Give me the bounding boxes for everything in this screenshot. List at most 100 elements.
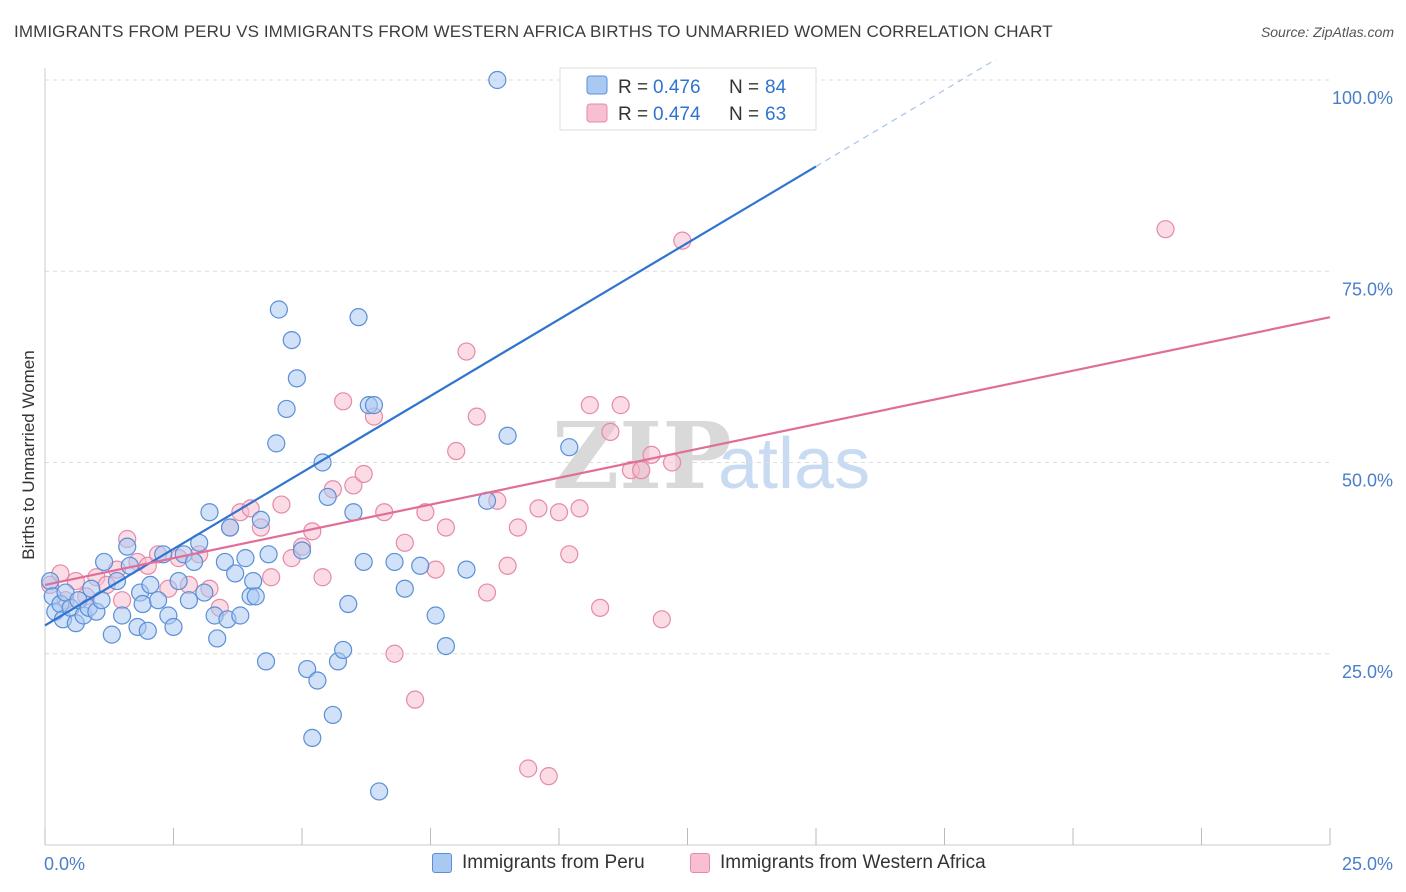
peru-point — [292, 541, 312, 560]
peru-trend-extension — [815, 58, 997, 167]
wa-point — [611, 396, 630, 415]
wa-point — [395, 533, 414, 552]
y-tick-label: 25.0% — [1342, 662, 1393, 682]
peru-point — [370, 782, 389, 801]
peru-point — [457, 560, 476, 579]
peru-point — [102, 625, 121, 644]
legend-n-label-peru: N = — [729, 77, 764, 98]
peru-point — [236, 549, 255, 568]
wa-point — [272, 495, 291, 514]
peru-point — [41, 571, 60, 591]
peru-point — [133, 594, 152, 614]
wa-point — [652, 610, 671, 629]
peru-point — [277, 399, 296, 419]
wa-point — [560, 545, 579, 564]
peru-point — [251, 510, 270, 529]
y-tick-label: 75.0% — [1342, 279, 1393, 299]
peru-point — [226, 564, 245, 583]
legend-n-label-wa: N = — [729, 104, 764, 125]
peru-point — [256, 652, 276, 671]
wa-point — [498, 556, 517, 575]
peru-point — [246, 587, 265, 606]
peru-point — [339, 594, 358, 614]
wa-point — [313, 568, 332, 587]
legend-item-wa: Immigrants from Western Africa — [690, 852, 986, 874]
wa-point — [570, 499, 589, 518]
peru-point — [334, 640, 353, 660]
legend-r-value-peru: 0.476 — [653, 77, 701, 98]
wa-point — [508, 518, 527, 537]
watermark-atlas: atlas — [718, 424, 870, 504]
legend-n-value-wa: 63 — [765, 104, 786, 125]
legend-swatch-peru — [586, 75, 608, 95]
watermark: ZIP atlas — [552, 402, 870, 510]
wa-point — [447, 441, 466, 461]
wa-point — [601, 422, 620, 441]
wa-point — [262, 568, 281, 587]
legend-r-label-peru: R = — [618, 77, 653, 98]
wa-point — [457, 342, 476, 361]
legend-bottom: Immigrants from Peru Immigrants from Wes… — [0, 852, 1406, 878]
peru-point — [560, 438, 579, 457]
legend-n-value-peru: 84 — [765, 77, 787, 98]
watermark-zip: ZIP — [552, 402, 731, 510]
wa-point — [344, 476, 363, 495]
peru-point — [287, 369, 306, 388]
axes — [44, 68, 1331, 846]
wa-point — [467, 407, 486, 426]
legend-r-label-wa: R = — [618, 104, 653, 125]
chart-title: IMMIGRANTS FROM PERU VS IMMIGRANTS FROM … — [14, 22, 1053, 41]
peru-point — [208, 629, 227, 648]
peru-point — [411, 556, 430, 575]
peru-point — [323, 705, 342, 725]
legend-top: R = 0.476 N = 84 R = 0.474 N = 63 — [559, 67, 817, 131]
peru-point — [303, 728, 322, 748]
y-axis-label: Births to Unmarried Women — [19, 350, 38, 559]
wa-point — [549, 503, 569, 522]
peru-point — [318, 487, 337, 507]
peru-point — [498, 426, 517, 445]
wa-point — [632, 461, 651, 480]
wa-point — [436, 518, 456, 537]
peru-point — [195, 583, 214, 602]
wa-point — [519, 759, 538, 778]
trend-lines — [44, 58, 1331, 627]
legend-swatch-peru-bottom — [432, 853, 452, 873]
source-label: Source: ZipAtlas.com — [1260, 24, 1394, 40]
peru-point — [395, 579, 414, 598]
wa-point — [529, 499, 548, 518]
peru-point — [344, 503, 363, 522]
peru-trend-line — [44, 165, 817, 627]
peru-point — [259, 545, 278, 564]
x-tick-label: 0.0% — [44, 854, 85, 874]
y-tick-label: 50.0% — [1342, 471, 1393, 491]
series-western-africa-points — [41, 220, 1175, 786]
peru-point — [179, 591, 199, 610]
peru-point — [488, 70, 507, 90]
peru-point — [112, 606, 132, 625]
peru-point — [244, 571, 263, 591]
peru-point — [349, 308, 368, 327]
peru-point — [138, 621, 157, 640]
wa-point — [1156, 220, 1175, 239]
peru-point — [364, 396, 384, 415]
legend-r-value-wa: 0.474 — [653, 104, 701, 125]
legend-swatch-wa — [586, 103, 608, 123]
peru-point — [200, 503, 219, 522]
peru-point — [169, 571, 188, 591]
wa-point — [580, 396, 599, 415]
peru-point — [95, 552, 114, 572]
wa-point — [539, 767, 558, 786]
legend-label-peru: Immigrants from Peru — [462, 852, 645, 873]
wa-point — [354, 464, 373, 484]
wa-point — [477, 583, 497, 602]
peru-point — [298, 659, 317, 679]
wa-point — [591, 598, 610, 617]
peru-point — [426, 606, 445, 625]
wa-point — [385, 644, 404, 663]
legend-swatch-wa-bottom — [690, 853, 710, 873]
peru-point — [308, 671, 327, 690]
legend-label-wa: Immigrants from Western Africa — [720, 852, 986, 873]
peru-point — [148, 591, 168, 610]
